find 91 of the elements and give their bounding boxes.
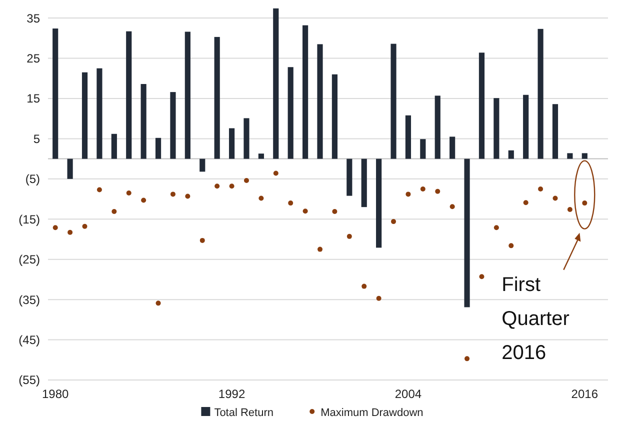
bar — [96, 68, 102, 159]
x-tick-label: 1980 — [42, 387, 70, 401]
point — [200, 238, 205, 243]
point — [68, 230, 73, 235]
y-tick-label: (25) — [18, 252, 40, 267]
point — [552, 196, 558, 201]
y-tick-label: (5) — [25, 172, 40, 186]
point — [450, 204, 455, 210]
point — [52, 225, 58, 230]
bar — [184, 32, 190, 159]
bar — [67, 158, 73, 179]
bar — [508, 150, 514, 159]
point — [112, 208, 117, 214]
bar — [126, 31, 132, 159]
y-tick-label: 35 — [26, 11, 40, 26]
bar — [390, 44, 396, 159]
point — [494, 225, 499, 230]
point — [244, 178, 249, 184]
point — [273, 170, 278, 176]
point — [258, 196, 264, 201]
bar — [478, 52, 485, 159]
point — [435, 188, 440, 194]
bar — [288, 67, 294, 159]
point — [582, 200, 588, 206]
bar — [420, 139, 426, 159]
point — [406, 192, 411, 197]
bar — [111, 134, 117, 159]
y-tick-label: (35) — [18, 292, 40, 307]
bar — [140, 84, 146, 159]
bar — [376, 158, 382, 248]
bar — [434, 96, 440, 159]
point — [346, 234, 352, 239]
bar — [582, 153, 588, 159]
point — [302, 208, 308, 214]
bar — [317, 44, 323, 159]
legend-label: Total Return — [214, 407, 274, 419]
x-tick-label: 2004 — [394, 387, 422, 401]
point — [464, 356, 470, 362]
point — [214, 184, 220, 189]
y-tick-label: (15) — [18, 212, 40, 226]
annotation: First Quarter 2016 — [502, 274, 570, 364]
bar — [273, 8, 279, 159]
point — [508, 243, 514, 248]
point — [96, 187, 102, 192]
point — [156, 300, 161, 306]
point — [332, 208, 338, 214]
bar — [258, 154, 264, 159]
point — [362, 284, 367, 289]
bar — [170, 92, 176, 159]
point — [141, 198, 146, 203]
bar — [494, 98, 500, 159]
bar — [52, 28, 58, 159]
bar — [361, 158, 367, 208]
bar — [244, 118, 250, 159]
bar — [82, 72, 88, 159]
bar — [523, 94, 529, 159]
point — [523, 200, 528, 206]
bar — [332, 74, 338, 159]
bar — [538, 28, 544, 159]
point — [420, 186, 426, 192]
bar — [200, 158, 206, 172]
point — [170, 192, 176, 197]
bar — [302, 25, 308, 159]
bar — [450, 136, 456, 159]
point — [538, 186, 544, 192]
point — [229, 184, 234, 189]
x-tick-label: 2016 — [571, 387, 598, 401]
bar — [346, 158, 352, 196]
point — [318, 246, 322, 252]
y-tick-label: 15 — [26, 92, 40, 106]
y-tick-label: 25 — [26, 51, 40, 66]
bar — [464, 158, 470, 308]
point — [567, 206, 572, 212]
point — [82, 224, 88, 229]
bar — [552, 104, 558, 159]
bar — [228, 128, 235, 159]
bar — [567, 153, 573, 159]
point — [376, 296, 382, 301]
legend-label: Maximum Drawdown — [320, 407, 424, 419]
bar — [214, 36, 220, 159]
y-tick-label: (45) — [18, 332, 40, 347]
y-tick-label: 5 — [33, 132, 40, 146]
x-tick-label: 1992 — [218, 387, 246, 401]
point — [479, 274, 484, 280]
y-tick-label: (55) — [18, 373, 40, 388]
point — [288, 200, 294, 206]
bar — [155, 138, 162, 159]
point — [126, 190, 132, 196]
point — [185, 194, 190, 199]
point — [391, 219, 396, 224]
bar — [405, 115, 412, 159]
